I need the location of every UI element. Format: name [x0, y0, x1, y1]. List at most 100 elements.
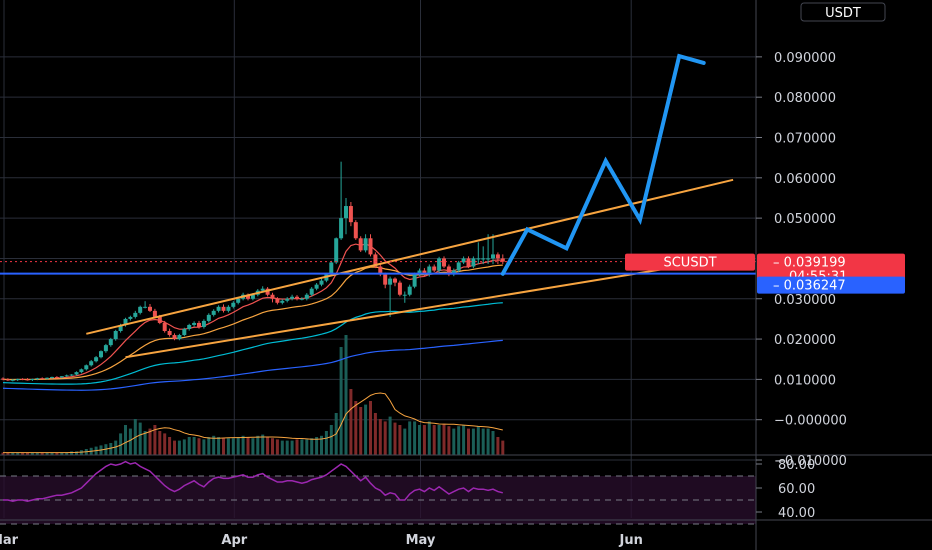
ma-line [2, 302, 503, 385]
volume-bar [192, 437, 196, 455]
candle-body [407, 286, 412, 295]
candle-body [187, 324, 192, 329]
candle-body [388, 278, 393, 285]
volume-bar [35, 452, 39, 455]
candle-body [432, 266, 437, 271]
volume-bar [290, 440, 294, 455]
volume-bar [182, 439, 186, 455]
volume-bar [241, 435, 245, 455]
candle-body [69, 374, 74, 376]
candle-body [25, 379, 30, 381]
volume-bar [40, 452, 44, 455]
rsi-band [0, 475, 756, 525]
volume-bar [310, 438, 314, 455]
volume-bar [324, 431, 328, 455]
candle-body [402, 294, 407, 296]
candle-body [40, 378, 45, 380]
candle-body [456, 262, 461, 271]
volume-bar [378, 419, 382, 455]
candle-body [59, 376, 64, 378]
volume-bar [21, 452, 25, 455]
candle-body [285, 298, 290, 301]
candle-body [378, 266, 383, 275]
candle-body [89, 361, 94, 366]
candle-body [64, 375, 69, 377]
volume-bar [403, 428, 407, 455]
volume-bar [124, 425, 127, 455]
candle-body [54, 376, 59, 378]
candle-body [250, 294, 255, 299]
candle-body [123, 318, 128, 325]
price-channel[interactable] [86, 178, 734, 359]
volume-bar [501, 440, 505, 455]
candle-body [143, 306, 148, 308]
candle-body [1, 378, 5, 380]
candle-body [348, 206, 353, 223]
volume-bar [418, 425, 421, 455]
volume-bar [197, 438, 201, 455]
candle-body [79, 369, 84, 373]
candle-body [442, 258, 446, 267]
candle-body [148, 306, 152, 311]
candle-body [133, 312, 138, 317]
volume-bar [427, 421, 431, 455]
volume-bar [476, 426, 480, 455]
volume-bar [486, 428, 490, 455]
candles[interactable] [1, 161, 505, 382]
candle-body [329, 262, 334, 275]
volume-bar [442, 423, 446, 455]
candle-body [295, 296, 299, 299]
volume-bar [168, 437, 172, 455]
volume-bar [413, 421, 417, 455]
candle-body [412, 274, 417, 287]
projection-path[interactable] [500, 53, 706, 276]
volume-bar [70, 451, 74, 455]
grid-lines [0, 0, 756, 518]
volume-bar [266, 437, 270, 455]
currency-label-box[interactable] [800, 2, 886, 22]
last-price-value: – 0.039199 [773, 256, 846, 271]
candle-body [138, 306, 143, 313]
currency-label[interactable]: USDT [825, 6, 861, 21]
price-tick-label: 0.030000 [774, 293, 836, 308]
candle-body [167, 331, 172, 336]
volume-bar [187, 437, 191, 455]
volume-bar [251, 438, 255, 455]
volume-bar [300, 439, 304, 455]
candle-body [236, 298, 241, 303]
candle-body [309, 288, 314, 295]
price-tick-label: −0.000000 [774, 414, 847, 429]
volume-bar [398, 425, 402, 455]
volume-bar [65, 452, 69, 455]
volume-bar [447, 426, 451, 455]
candle-body [363, 238, 368, 251]
volume-bar [207, 437, 211, 455]
volume-bar [388, 416, 392, 455]
volume-bar [6, 452, 10, 455]
candle-body [491, 254, 495, 259]
volume-bar [26, 452, 29, 455]
volume-bar [138, 422, 142, 455]
candle-body [103, 345, 108, 352]
volume-bar [383, 421, 387, 455]
volume-bar [119, 433, 123, 455]
level-tag-box [757, 276, 905, 294]
volume-bar [344, 335, 348, 455]
volume-bar [354, 401, 358, 455]
candle-body [99, 351, 103, 358]
volume-bar [373, 413, 377, 455]
candle-body [314, 284, 319, 289]
rsi-line [3, 460, 503, 502]
candle-body [226, 306, 231, 311]
candle-body [334, 238, 339, 263]
symbol-tag-box [625, 253, 755, 271]
volume-bar [320, 435, 323, 455]
rsi-tick-label: 80.00 [778, 458, 815, 473]
volume-bar [50, 452, 54, 455]
candle-body [201, 320, 206, 327]
price-tick-label: 0.080000 [774, 91, 836, 106]
candle-body [397, 282, 402, 295]
